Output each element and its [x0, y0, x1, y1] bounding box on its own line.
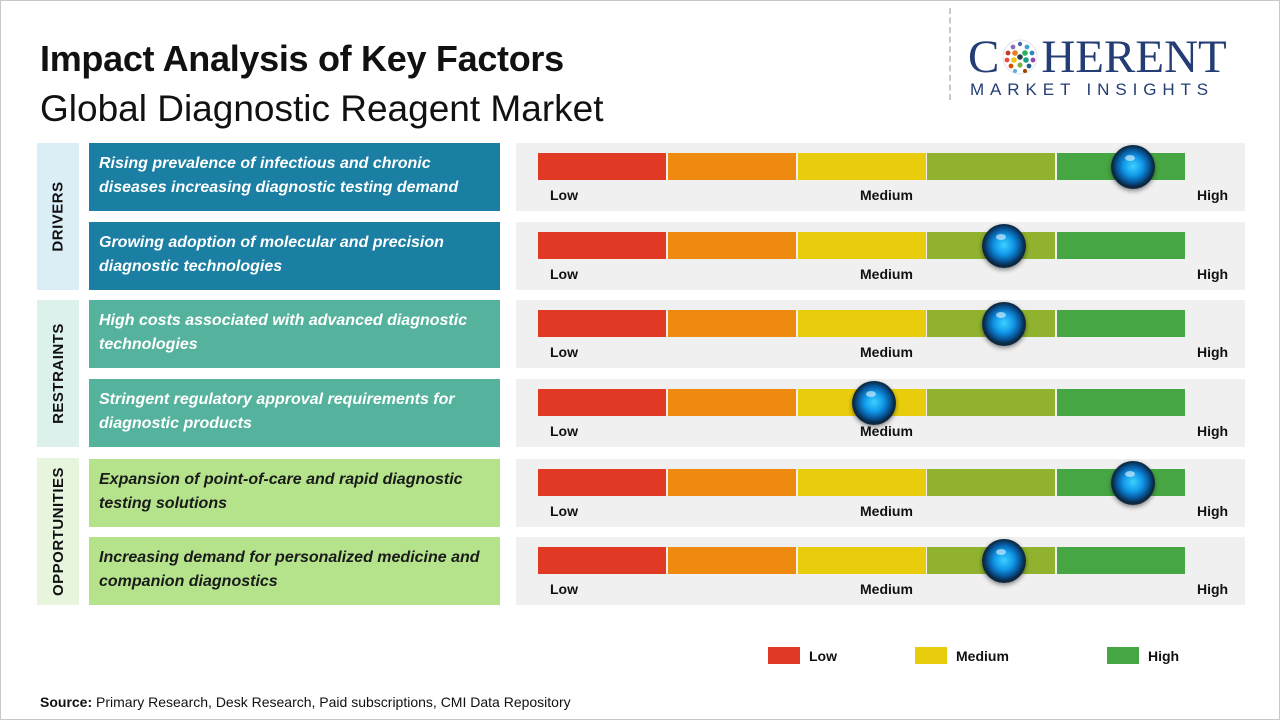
impact-marker	[981, 302, 1026, 346]
logo-tagline: MARKET INSIGHTS	[970, 80, 1215, 99]
gauge-segment-low-medium	[668, 153, 796, 180]
scale-label-high: High	[1197, 344, 1229, 360]
factor-box: Stringent regulatory approval requiremen…	[89, 379, 500, 447]
impact-marker	[852, 381, 897, 425]
source-text: Primary Research, Desk Research, Paid su…	[96, 694, 571, 710]
category-label: DRIVERS	[49, 181, 67, 252]
gauge-segment-medium-high	[927, 389, 1055, 416]
gauge-segment-low	[538, 310, 666, 337]
gauge-segment-high	[1057, 389, 1185, 416]
category-restraints: RESTRAINTS	[37, 300, 79, 447]
category-drivers: DRIVERS	[37, 143, 79, 290]
impact-gauge: Low Medium High	[516, 143, 1245, 211]
scale-label-low: Low	[550, 581, 578, 597]
legend-swatch	[915, 647, 947, 664]
scale-label-low: Low	[550, 344, 578, 360]
gauge-segment-low-medium	[668, 232, 796, 259]
gauge-segment-low	[538, 389, 666, 416]
factor-box: Rising prevalence of infectious and chro…	[89, 143, 500, 211]
factor-box: High costs associated with advanced diag…	[89, 300, 500, 368]
gauge-segment-medium-high	[927, 153, 1055, 180]
gauge-segment-medium	[798, 469, 926, 496]
gauge-segment-low	[538, 469, 666, 496]
impact-gauge: Low Medium High	[516, 459, 1245, 527]
impact-marker	[1111, 461, 1156, 505]
impact-marker	[1111, 145, 1156, 189]
scale-label-high: High	[1197, 187, 1229, 203]
scale-label-low: Low	[550, 423, 578, 439]
factor-box: Growing adoption of molecular and precis…	[89, 222, 500, 290]
gauge-segment-low	[538, 153, 666, 180]
gauge-segment-low	[538, 232, 666, 259]
gauge-segment-high	[1057, 310, 1185, 337]
gauge-segment-medium	[798, 153, 926, 180]
impact-gauge: Low Medium High	[516, 379, 1245, 447]
scale-label-high: High	[1197, 423, 1229, 439]
page-subtitle: Global Diagnostic Reagent Market	[40, 88, 604, 129]
scale-label-medium: Medium	[860, 581, 913, 597]
impact-gauge: Low Medium High	[516, 222, 1245, 290]
gauge-segment-low-medium	[668, 310, 796, 337]
factor-box: Increasing demand for personalized medic…	[89, 537, 500, 605]
header-divider	[949, 8, 951, 100]
impact-marker	[981, 224, 1026, 268]
legend-label: High	[1148, 648, 1180, 664]
company-logo: C HERENT MARKET INSIGHTS	[968, 34, 1264, 100]
impact-gauge: Low Medium High	[516, 537, 1245, 605]
gauge-segment-low-medium	[668, 469, 796, 496]
gauge-segment-medium	[798, 310, 926, 337]
scale-label-medium: Medium	[860, 344, 913, 360]
scale-label-medium: Medium	[860, 187, 913, 203]
impact-gauge: Low Medium High	[516, 300, 1245, 368]
legend-swatch	[1107, 647, 1139, 664]
logo-letter: C	[968, 31, 1000, 83]
legend-label: Low	[809, 648, 837, 664]
gauge-segment-low	[538, 547, 666, 574]
gauge-segment-low-medium	[668, 389, 796, 416]
source-note: Source: Primary Research, Desk Research,…	[40, 694, 571, 710]
logo-wordmark: C HERENT	[968, 31, 1227, 83]
legend-label: Medium	[956, 648, 1009, 664]
source-label: Source:	[40, 694, 93, 710]
scale-label-low: Low	[550, 503, 578, 519]
gauge-segment-medium	[798, 547, 926, 574]
dotted-globe-icon	[1002, 39, 1038, 75]
page-title: Impact Analysis of Key Factors	[40, 38, 564, 79]
category-label: OPPORTUNITIES	[49, 466, 67, 597]
gauge-segment-high	[1057, 547, 1185, 574]
scale-label-low: Low	[550, 266, 578, 282]
scale-label-medium: Medium	[860, 503, 913, 519]
factor-box: Expansion of point-of-care and rapid dia…	[89, 459, 500, 527]
impact-marker	[981, 539, 1026, 583]
gauge-segment-high	[1057, 232, 1185, 259]
category-label: RESTRAINTS	[49, 323, 67, 424]
gauge-segment-low-medium	[668, 547, 796, 574]
category-opportunities: OPPORTUNITIES	[37, 458, 79, 605]
scale-label-high: High	[1197, 266, 1229, 282]
gauge-segment-medium-high	[927, 469, 1055, 496]
scale-label-medium: Medium	[860, 423, 913, 439]
scale-label-high: High	[1197, 581, 1229, 597]
scale-label-low: Low	[550, 187, 578, 203]
scale-label-medium: Medium	[860, 266, 913, 282]
scale-label-high: High	[1197, 503, 1229, 519]
legend-swatch	[768, 647, 800, 664]
logo-letters: HERENT	[1041, 31, 1227, 83]
gauge-segment-medium	[798, 232, 926, 259]
